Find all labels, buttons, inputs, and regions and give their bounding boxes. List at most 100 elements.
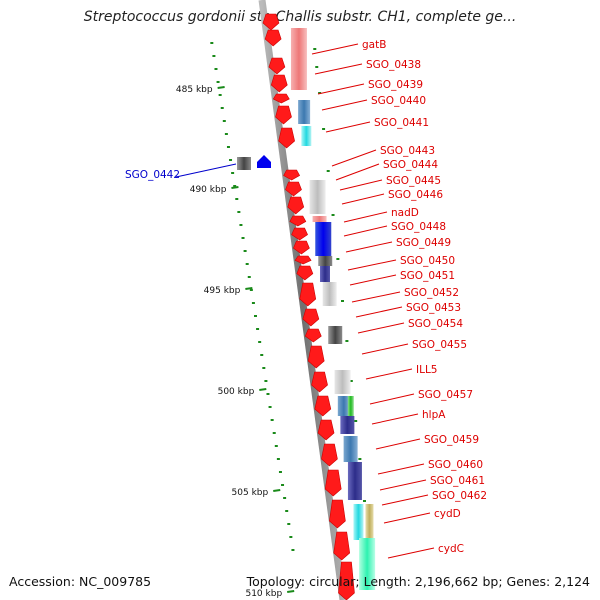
label-leader (331, 149, 377, 167)
gene-label: SGO_0448 (391, 221, 446, 233)
label-leader (335, 163, 380, 181)
gc-dot (322, 128, 326, 130)
gc-dot (237, 211, 241, 213)
gene-label: SGO_0440 (371, 95, 426, 107)
feature-box (365, 504, 374, 540)
gc-dot (222, 120, 226, 122)
gene-arrow (285, 181, 302, 197)
gc-dot (285, 510, 289, 512)
tick-label: 510 kbp (245, 589, 282, 599)
gene-label: SGO_0446 (388, 189, 443, 201)
tick-mark (259, 388, 267, 391)
label-leader (325, 121, 371, 133)
label-leader (381, 494, 429, 506)
gc-dot (231, 172, 235, 174)
gene-arrow (272, 93, 290, 104)
feature-box (237, 157, 251, 170)
gene-arrow (296, 265, 314, 281)
gene-label: SGO_0441 (374, 117, 429, 129)
gene-arrow (299, 282, 317, 307)
gene-label: SGO_0455 (412, 339, 467, 351)
label-leader (175, 163, 237, 178)
gene-label: SGO_0462 (432, 490, 487, 502)
tick-label: 490 kbp (190, 185, 227, 195)
accession: Accession: NC_009785 (9, 574, 152, 589)
gene-arrow (283, 169, 301, 181)
genome-title: Streptococcus gordonii str. Challis subs… (83, 9, 517, 25)
gene-label: SGO_0460 (428, 459, 483, 471)
gene-label: SGO_0438 (366, 59, 421, 71)
gene-arrow (270, 74, 288, 93)
gc-dot (278, 471, 282, 473)
gc-dot (258, 341, 262, 343)
tick-label: 505 kbp (232, 488, 269, 498)
gene-arrow (324, 469, 342, 497)
label-leaders (175, 43, 435, 559)
gc-dot (318, 92, 322, 94)
gene-label: SGO_0443 (380, 145, 435, 157)
tick-mark (287, 590, 295, 593)
gc-dot (243, 250, 247, 252)
gene-arrows (257, 13, 355, 600)
label-leader (341, 193, 385, 205)
feature-box (340, 416, 355, 434)
gc-dot (270, 419, 274, 421)
gc-dot (245, 263, 249, 265)
feature-box (347, 462, 362, 500)
feature-box (322, 282, 337, 306)
gene-label: SGO_0439 (368, 79, 423, 91)
gc-dot (283, 497, 287, 499)
gene-arrow (289, 215, 307, 227)
feature-box (301, 126, 312, 146)
label-leader (387, 547, 435, 559)
gene-label: cydD (434, 508, 461, 520)
gc-dot (256, 328, 260, 330)
gene-label: gatB (362, 39, 386, 51)
tick-mark (273, 489, 281, 492)
gc-dot (289, 536, 293, 538)
label-leader (339, 179, 383, 191)
gc-dot (224, 133, 228, 135)
feature-box (353, 504, 364, 540)
gc-dot (264, 380, 268, 382)
gc-dot (363, 500, 366, 502)
tick-mark (217, 86, 225, 89)
gc-dot (212, 55, 216, 57)
label-leader (361, 343, 409, 355)
tick-marks: 485 kbp 490 kbp 495 kbp 500 kbp 505 kbp 510 k… (176, 85, 295, 599)
gc-dot (226, 146, 230, 148)
gc-dot (239, 224, 243, 226)
label-leader (349, 274, 397, 286)
gene-arrow (338, 561, 355, 600)
gene-arrow (264, 29, 282, 47)
label-leader (343, 211, 388, 223)
gene-arrow (307, 345, 325, 369)
gene-arrow-reverse (257, 155, 271, 168)
gene-arrow (314, 395, 332, 417)
label-leader (317, 83, 365, 95)
gene-arrow (262, 13, 280, 31)
gene-arrow (329, 499, 346, 529)
feature-box (315, 222, 332, 256)
label-leader (365, 368, 413, 380)
gc-dot (233, 185, 237, 187)
label-leader (351, 291, 401, 303)
gene-label: SGO_0461 (430, 475, 485, 487)
gc-dot (235, 198, 239, 200)
label-leader (357, 322, 405, 334)
gc-dot (315, 66, 319, 68)
gc-dot (216, 81, 220, 83)
gc-dot (291, 549, 295, 551)
reverse-gene-label: SGO_0442 (125, 169, 180, 181)
tick-mark (245, 287, 253, 290)
gene-label: SGO_0453 (406, 302, 461, 314)
gene-label: SGO_0449 (396, 237, 451, 249)
gene-label: cydC (438, 543, 464, 555)
gene-label: SGO_0445 (386, 175, 441, 187)
tick-label: 500 kbp (218, 387, 255, 397)
label-leader (377, 463, 425, 475)
gene-labels: gatB SGO_0438 SGO_0439 SGO_0440 SGO_0441 SGO_… (125, 39, 487, 555)
genome-summary: Topology: circular; Length: 2,196,662 bp… (246, 574, 590, 589)
gc-dot (254, 315, 257, 317)
